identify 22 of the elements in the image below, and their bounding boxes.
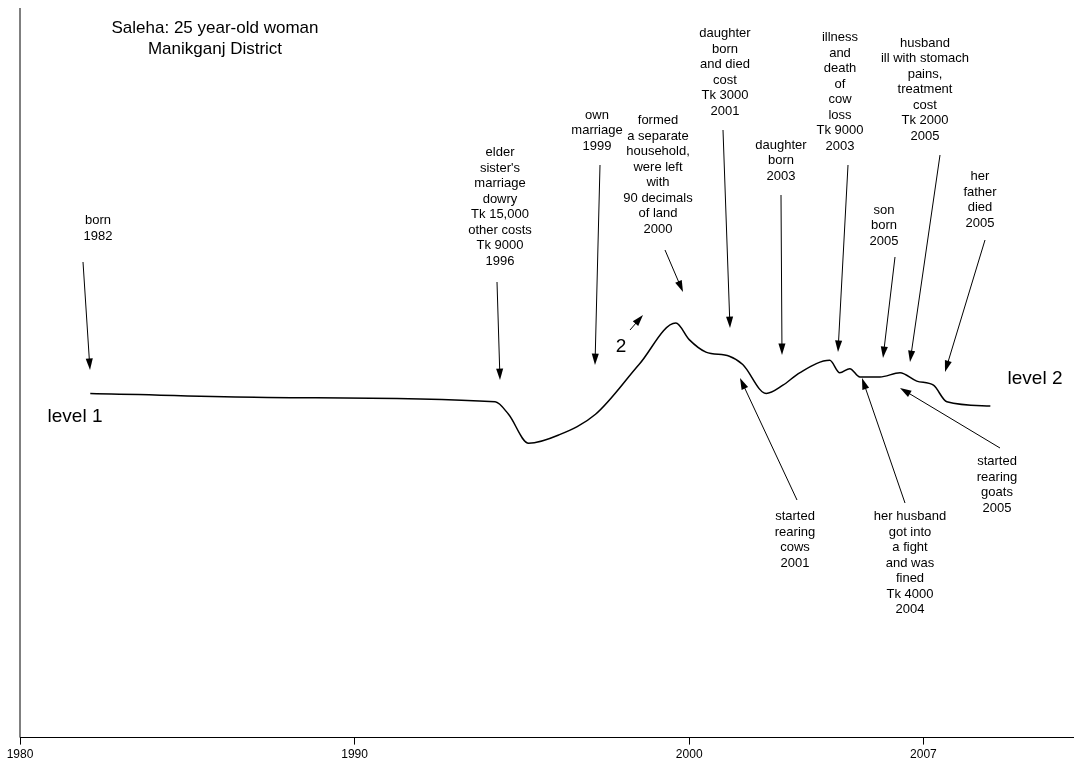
annotation: her husband got into a fight and was fined Tk 4000 2004	[873, 508, 947, 617]
text: born 1982	[83, 212, 113, 243]
text: daughter born 2003	[755, 136, 808, 183]
x-tick-label: 1980	[6, 747, 34, 762]
text: illness and death of cow loss Tk 9000 2003	[816, 29, 864, 153]
annotation: level 1	[47, 404, 103, 426]
text: elder sister's marriage dowry Tk 15,000 other costs Tk 9000 1996	[468, 144, 533, 268]
text: husband ill with stomach pains, treatment cost Tk 2000 2005	[880, 34, 970, 143]
text: formed a separate household, were left with 90 decimals of land 2000	[623, 112, 694, 236]
annotation: level 2	[1007, 366, 1063, 388]
annotation: started rearing cows 2001	[774, 508, 816, 570]
chart-title: Saleha: 25 year-old woman	[111, 18, 319, 38]
x-tick-label: 2007	[910, 747, 938, 762]
x-tick-label: 1990	[341, 747, 369, 762]
annotation: 2	[615, 334, 627, 356]
text: daughter born and died cost Tk 3000 2001	[699, 25, 752, 118]
annotation: started rearing goats 2005	[976, 453, 1018, 515]
text: son born 2005	[869, 201, 899, 248]
chart-subtitle: Manikganj District	[147, 39, 283, 59]
text: her father died 2005	[963, 168, 998, 230]
x-tick-label: 2000	[675, 747, 703, 762]
text: own marriage 1999	[571, 106, 623, 153]
